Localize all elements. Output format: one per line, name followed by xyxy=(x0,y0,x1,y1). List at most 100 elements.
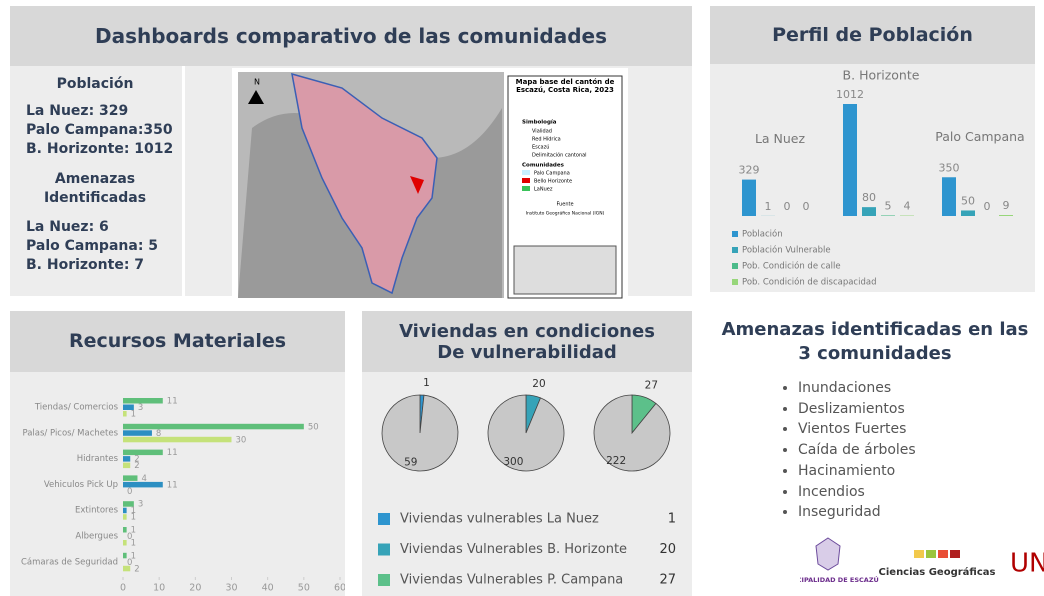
legend-heading: Comunidades xyxy=(522,163,565,169)
legend-item: Vialidad xyxy=(532,129,552,135)
north-label: N xyxy=(254,78,260,87)
legend-swatch xyxy=(522,186,530,191)
map-title: Mapa base del cantón de Escazú, Costa Ri… xyxy=(512,78,618,94)
legend-item: LaNuez xyxy=(534,187,553,193)
value-label: 350 xyxy=(939,161,960,174)
value-label: 0 xyxy=(127,487,132,497)
value-label: 0 xyxy=(784,200,791,213)
panel-title-text: Viviendas en condiciones De vulnerabilid… xyxy=(387,321,667,363)
legend-value: 1 xyxy=(668,512,676,527)
bar xyxy=(742,180,756,216)
legend-label: Pob. Condición de calle xyxy=(742,261,841,272)
threats-list: InundacionesDeslizamientosVientos Fuerte… xyxy=(750,378,916,523)
panel-title: Perfil de Población xyxy=(710,6,1035,64)
y-tick-label: Cámaras de Seguridad xyxy=(21,557,118,567)
dashboard-page: Dashboards comparativo de las comunidade… xyxy=(0,0,1044,596)
population-item: Palo Campana:350 xyxy=(26,121,173,140)
value-label: 1 xyxy=(131,513,136,523)
bar xyxy=(862,207,876,216)
legend-label: Población xyxy=(742,229,783,240)
value-label: 2 xyxy=(134,564,139,574)
panel-title: Dashboards comparativo de las comunidade… xyxy=(10,6,692,66)
threat-item: Hacinamiento xyxy=(798,461,916,482)
municipality-emblem xyxy=(816,538,840,570)
x-tick-label: 20 xyxy=(189,583,201,594)
school-emblem xyxy=(938,550,948,558)
slice-label: 1 xyxy=(423,377,430,389)
x-tick-label: 10 xyxy=(153,583,165,594)
threats-count-list: La Nuez: 6 Palo Campana: 5 B. Horizonte:… xyxy=(26,218,158,275)
threat-count: Palo Campana: 5 xyxy=(26,237,158,256)
bar xyxy=(123,430,152,436)
legend-item: Red Hídrica xyxy=(532,136,561,143)
value-label: 1 xyxy=(131,410,136,420)
x-tick-label: 40 xyxy=(262,583,274,594)
population-item: La Nuez: 329 xyxy=(26,102,173,121)
slice-label: 59 xyxy=(404,457,417,469)
pie-slice xyxy=(382,395,458,471)
value-label: 11 xyxy=(167,448,178,458)
threat-count: B. Horizonte: 7 xyxy=(26,256,158,275)
value-label: 1012 xyxy=(836,88,864,101)
value-label: 3 xyxy=(138,500,143,510)
category-label: La Nuez xyxy=(755,131,806,146)
value-label: 30 xyxy=(236,435,247,445)
category-label: B. Horizonte xyxy=(843,68,920,83)
inset-map xyxy=(514,246,616,294)
slice-label: 27 xyxy=(645,380,658,392)
legend-value: 20 xyxy=(659,542,676,557)
value-label: 2 xyxy=(134,461,139,471)
value-label: 0 xyxy=(803,200,810,213)
panel-title: Viviendas en condiciones De vulnerabilid… xyxy=(362,311,692,372)
bar xyxy=(843,104,857,216)
y-tick-label: Tiendas/ Comercios xyxy=(34,403,119,413)
threat-item: Deslizamientos xyxy=(798,399,916,420)
threat-count: La Nuez: 6 xyxy=(26,218,158,237)
bar xyxy=(881,215,895,216)
bar xyxy=(123,514,127,520)
pie-slice xyxy=(488,395,564,471)
threats-title: Amenazas identificadas en las 3 comunida… xyxy=(720,318,1030,366)
threat-item: Incendios xyxy=(798,482,916,503)
school-emblem xyxy=(926,550,936,558)
legend-heading: Simbología xyxy=(522,119,557,126)
population-item: B. Horizonte: 1012 xyxy=(26,140,173,159)
legend-swatch xyxy=(378,513,390,525)
value-label: 4 xyxy=(904,200,911,213)
value-label: 50 xyxy=(961,194,975,207)
legend-label: Población Vulnerable xyxy=(742,245,831,256)
legend-item: Delimitación cantonal xyxy=(532,152,587,159)
value-label: 1 xyxy=(765,200,772,213)
x-tick-label: 60 xyxy=(334,583,345,594)
value-label: 5 xyxy=(885,199,892,212)
legend-swatch xyxy=(732,247,738,253)
x-tick-label: 30 xyxy=(225,583,237,594)
threat-item: Inseguridad xyxy=(798,502,916,523)
school-logo: Ciencias Geográficas xyxy=(879,566,996,578)
bar xyxy=(123,450,163,456)
bar xyxy=(123,463,130,469)
slice-label: 300 xyxy=(503,456,523,468)
threats-heading: Amenazas Identificadas xyxy=(20,170,170,208)
school-emblem xyxy=(950,550,960,558)
source: Instituto Geográfico Nacional (IGN) xyxy=(526,210,605,217)
slice-label: 222 xyxy=(606,455,626,467)
legend-swatch xyxy=(378,574,390,586)
university-logo: UN xyxy=(1010,549,1044,579)
value-label: 3 xyxy=(138,403,143,413)
legend-item: Bello Horizonte xyxy=(534,179,572,185)
category-label: Palo Campana xyxy=(935,129,1024,144)
bar xyxy=(123,508,127,514)
bar xyxy=(999,215,1013,216)
bar xyxy=(123,424,304,430)
value-label: 1 xyxy=(131,539,136,549)
legend-swatch xyxy=(732,263,738,269)
bar xyxy=(123,475,137,481)
logos: MUNICIPALIDAD DE ESCAZÚ Ciencias Geográf… xyxy=(800,534,1044,596)
bar xyxy=(961,210,975,216)
legend-swatch xyxy=(378,544,390,556)
y-tick-label: Albergues xyxy=(75,532,118,542)
municipality-logo: MUNICIPALIDAD DE ESCAZÚ xyxy=(800,575,879,584)
